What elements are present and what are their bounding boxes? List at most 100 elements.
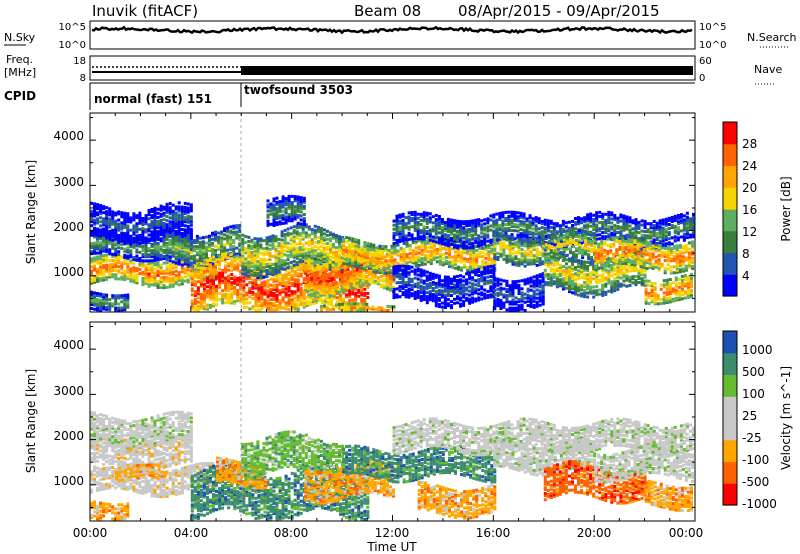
heatmap-cell [296,288,300,292]
heatmap-cell [141,259,145,263]
heatmap-cell [111,265,115,269]
heatmap-cell [165,244,169,247]
heatmap-cell [256,247,260,251]
heatmap-cell [613,224,617,228]
heatmap-cell [289,250,293,254]
heatmap-cell [595,219,599,223]
heatmap-cell [325,252,329,256]
heatmap-cell [574,227,577,231]
heatmap-cell [114,235,118,239]
heatmap-cell [174,233,178,237]
heatmap-cell [262,265,266,269]
heatmap-cell [242,295,246,299]
heatmap-cell [278,210,282,214]
heatmap-cell [313,280,317,284]
heatmap-cell [236,299,240,303]
heatmap-cell [392,219,396,223]
heatmap-cell [108,237,112,241]
heatmap-cell [501,225,505,229]
heatmap-cell [367,277,371,280]
heatmap-cell [93,243,96,247]
heatmap-cell [340,256,344,260]
heatmap-cell [177,240,181,244]
heatmap-cell [313,278,317,282]
heatmap-cell [141,272,145,276]
heatmap-cell [236,278,240,282]
heatmap-cell [460,268,464,272]
heatmap-cell [247,266,251,270]
heatmap-cell [96,251,99,255]
heatmap-cell [162,284,166,287]
heatmap-cell [165,235,169,239]
heatmap-cell [301,255,305,259]
heatmap-cell [490,243,494,247]
heatmap-cell [212,296,215,300]
heatmap-cell [561,227,565,231]
heatmap-cell [105,305,109,309]
heatmap-cell [211,237,214,241]
heatmap-cell [232,249,236,253]
heatmap-cell [298,250,302,254]
heatmap-cell [266,221,270,225]
heatmap-cell [395,241,399,244]
heatmap-cell [525,235,529,239]
heatmap-cell [528,224,532,228]
heatmap-cell [105,243,109,247]
heatmap-cell [227,276,231,280]
heatmap-cell [211,273,214,277]
heatmap-cell [90,298,93,302]
heatmap-cell [135,279,139,283]
nsky-ytick-top: 10^5 [59,22,86,33]
heatmap-cell [153,235,157,239]
heatmap-cell [387,261,391,265]
heatmap-cell [414,260,418,264]
heatmap-cell [316,260,320,264]
heatmap-cell [205,245,208,249]
heatmap-cell [471,237,475,241]
heatmap-cell [413,220,417,224]
heatmap-cell [329,263,332,267]
heatmap-cell [212,255,215,259]
heatmap-cell [319,227,323,230]
heatmap-cell [162,234,166,238]
heatmap-cell [622,218,626,222]
heatmap-cell [99,300,103,304]
heatmap-cell [114,302,118,306]
heatmap-cell [462,232,466,236]
heatmap-cell [212,284,215,287]
heatmap-cell [293,308,297,312]
heatmap-cell [189,249,193,253]
heatmap-cell [226,226,230,230]
heatmap-cell [90,281,93,285]
heatmap-cell [342,239,346,243]
heatmap-cell [250,240,254,244]
heatmap-cell [99,204,103,207]
heatmap-cell [138,234,142,237]
heatmap-cell [241,233,245,237]
heatmap-cell [196,274,200,278]
heatmap-cell [199,262,203,266]
heatmap-cell [268,251,272,255]
heatmap-cell [120,237,124,241]
heatmap-cell [296,209,300,213]
heatmap-cell [375,270,379,274]
heatmap-cell [293,211,297,215]
heatmap-cell [192,241,196,245]
heatmap-cell [352,283,356,287]
heatmap-cell [335,260,338,264]
heatmap-cell [233,300,237,304]
heatmap-cell [224,278,228,282]
heatmap-cell [416,220,420,224]
heatmap-cell [266,213,270,217]
heatmap-cell [235,230,239,234]
heatmap-cell [459,240,462,244]
heatmap-cell [190,305,194,309]
heatmap-cell [450,220,453,224]
heatmap-cell [105,257,109,261]
heatmap-cell [483,240,487,244]
heatmap-cell [423,250,427,254]
heatmap-cell [329,239,332,243]
heatmap-cell [293,270,297,273]
heatmap-cell [183,260,187,264]
heatmap-cell [286,247,290,251]
